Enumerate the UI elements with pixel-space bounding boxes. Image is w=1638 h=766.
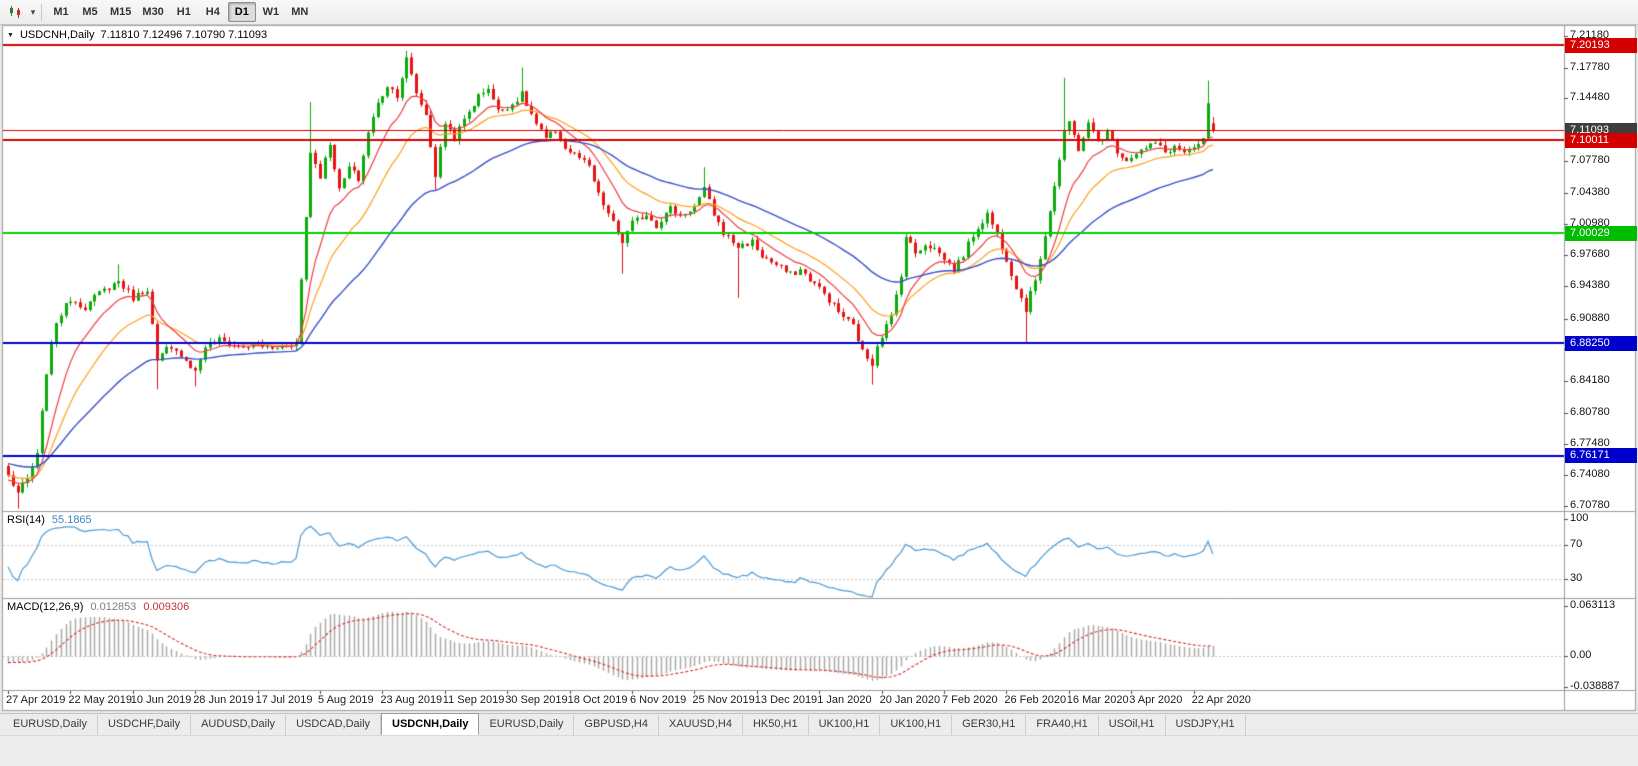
timeframe-button-m15[interactable]: M15 <box>110 6 132 18</box>
timeframe-button-w1[interactable]: W1 <box>262 6 280 18</box>
toolbar-separator <box>41 3 42 21</box>
price-axis-tick: 7.07780 <box>1570 153 1610 166</box>
date-axis-label: 3 Apr 2020 <box>1129 694 1183 706</box>
symbol-tab-ger30-h1[interactable]: GER30,H1 <box>952 715 1027 735</box>
price-level-badge: 6.76171 <box>1565 448 1637 464</box>
price-axis-tick: 6.74080 <box>1570 468 1610 481</box>
date-axis-label: 20 Jan 2020 <box>879 694 941 706</box>
date-axis-label: 7 Feb 2020 <box>942 694 998 706</box>
date-axis-label: 6 Nov 2019 <box>630 694 687 706</box>
price-level-badge: 6.88250 <box>1565 335 1637 351</box>
price-axis-tick: 6.77480 <box>1570 436 1610 449</box>
date-axis-label: 23 Aug 2019 <box>380 694 443 706</box>
timeframe-button-d1[interactable]: D1 <box>227 2 256 22</box>
date-axis-label: 30 Sep 2019 <box>505 694 568 706</box>
macd-indicator-label: MACD(12,26,9) 0.012853 0.009306 <box>7 601 189 613</box>
price-axis-tick: 7.04380 <box>1570 185 1610 198</box>
price-axis-tick: 7.17780 <box>1570 60 1610 73</box>
date-axis-label: 22 Apr 2020 <box>1191 694 1251 706</box>
macd-axis-tick: 0.00 <box>1570 649 1592 662</box>
macd-axis-tick: 0.063113 <box>1570 599 1616 611</box>
rsi-value: 55.1865 <box>51 514 92 526</box>
timeframe-button-m5[interactable]: M5 <box>82 6 98 18</box>
rsi-indicator-label: RSI(14) 55.1865 <box>7 514 92 526</box>
symbol-tab-usdchf-daily[interactable]: USDCHF,Daily <box>98 715 192 735</box>
timeframe-button-mn[interactable]: MN <box>291 6 309 18</box>
date-axis-label: 27 Apr 2019 <box>6 694 66 706</box>
rsi-name: RSI(14) <box>7 514 45 526</box>
symbol-tab-hk50-h1[interactable]: HK50,H1 <box>743 715 809 735</box>
rsi-axis-tick: 100 <box>1570 512 1589 524</box>
price-axis-tick: 6.84180 <box>1570 374 1610 387</box>
symbol-tab-xauusd-h4[interactable]: XAUUSD,H4 <box>659 715 743 735</box>
symbol-tab-eurusd-daily[interactable]: EURUSD,Daily <box>479 715 575 735</box>
price-level-badge: 7.20193 <box>1565 37 1637 53</box>
symbol-tab-usoil-h1[interactable]: USOil,H1 <box>1099 715 1166 735</box>
date-axis-label: 28 Jun 2019 <box>193 694 254 706</box>
rsi-axis-tick: 30 <box>1570 571 1583 584</box>
macd-main-value: 0.012853 <box>90 601 137 613</box>
timeframe-button-h4[interactable]: H4 <box>205 6 220 18</box>
date-axis-label: 16 Mar 2020 <box>1066 694 1129 706</box>
date-axis-label: 5 Aug 2019 <box>318 694 374 706</box>
timeframe-button-m30[interactable]: M30 <box>142 6 164 18</box>
date-axis-label: 22 May 2019 <box>68 694 132 706</box>
symbol-tab-usdcnh-daily[interactable]: USDCNH,Daily <box>381 713 480 735</box>
chart-window-button[interactable] <box>3 2 27 23</box>
symbol-tab-audusd-daily[interactable]: AUDUSD,Daily <box>191 715 287 735</box>
date-axis-label: 1 Jan 2020 <box>817 694 872 706</box>
symbol-tab-bar: EURUSD,Daily USDCHF,Daily AUDUSD,Daily USDC… <box>0 713 1638 735</box>
date-axis-label: 18 Oct 2019 <box>567 694 628 706</box>
symbol-tab-usdjpy-h1[interactable]: USDJPY,H1 <box>1166 715 1246 735</box>
macd-signal-value: 0.009306 <box>143 601 190 613</box>
timeframe-button-h1[interactable]: H1 <box>176 6 191 18</box>
price-axis-tick: 6.80780 <box>1570 405 1610 418</box>
chart-type-dropdown-arrow[interactable]: ▾ <box>30 6 36 17</box>
status-bar <box>0 735 1638 766</box>
price-level-badge: 7.00029 <box>1565 225 1637 241</box>
symbol-tab-fra40-h1[interactable]: FRA40,H1 <box>1026 715 1099 735</box>
chart-menu-icon[interactable]: ▼ <box>7 32 14 39</box>
candlestick-chart-icon <box>9 6 20 18</box>
date-axis-label: 10 Jun 2019 <box>130 694 192 706</box>
date-axis-label: 17 Jul 2019 <box>255 694 313 706</box>
timeframes-toolbar: ▾ M1 M5 M15 M30 H1 H4 D1 W1 MN <box>0 0 1638 25</box>
timeframe-toolbar: M1 M5 M15 M30 H1 H4 D1 W1 MN <box>47 0 315 25</box>
chart-ohlc-values: 7.11810 7.12496 7.10790 7.11093 <box>100 29 268 41</box>
price-level-badge: 7.10011 <box>1565 132 1637 148</box>
symbol-tab-uk100-h1[interactable]: UK100,H1 <box>880 715 953 735</box>
symbol-tab-eurusd-daily[interactable]: EURUSD,Daily <box>3 715 98 735</box>
price-axis-tick: 6.94380 <box>1570 278 1610 291</box>
rsi-axis-tick: 70 <box>1570 537 1583 550</box>
date-axis-label: 25 Nov 2019 <box>692 694 755 706</box>
price-axis-tick: 6.90880 <box>1570 311 1610 324</box>
date-axis-label: 13 Dec 2019 <box>754 694 818 706</box>
date-axis-label: 11 Sep 2019 <box>442 694 505 706</box>
macd-name: MACD(12,26,9) <box>7 601 84 613</box>
timeframe-button-m1[interactable]: M1 <box>53 6 69 18</box>
price-axis-tick: 7.14480 <box>1570 91 1610 104</box>
symbol-tab-gbpusd-h4[interactable]: GBPUSD,H4 <box>574 715 659 735</box>
symbol-tab-usdcad-daily[interactable]: USDCAD,Daily <box>286 715 382 735</box>
macd-axis-tick: -0.038887 <box>1570 680 1620 692</box>
symbol-tab-uk100-h1[interactable]: UK100,H1 <box>809 715 881 735</box>
date-axis-label: 26 Feb 2020 <box>1004 694 1067 706</box>
price-axis-tick: 6.70780 <box>1570 499 1610 511</box>
price-axis-tick: 6.97680 <box>1570 248 1610 261</box>
chart-symbol-label: USDCNH,Daily <box>19 29 95 41</box>
chart-header: ▼ USDCNH,Daily 7.11810 7.12496 7.10790 7… <box>7 29 267 41</box>
